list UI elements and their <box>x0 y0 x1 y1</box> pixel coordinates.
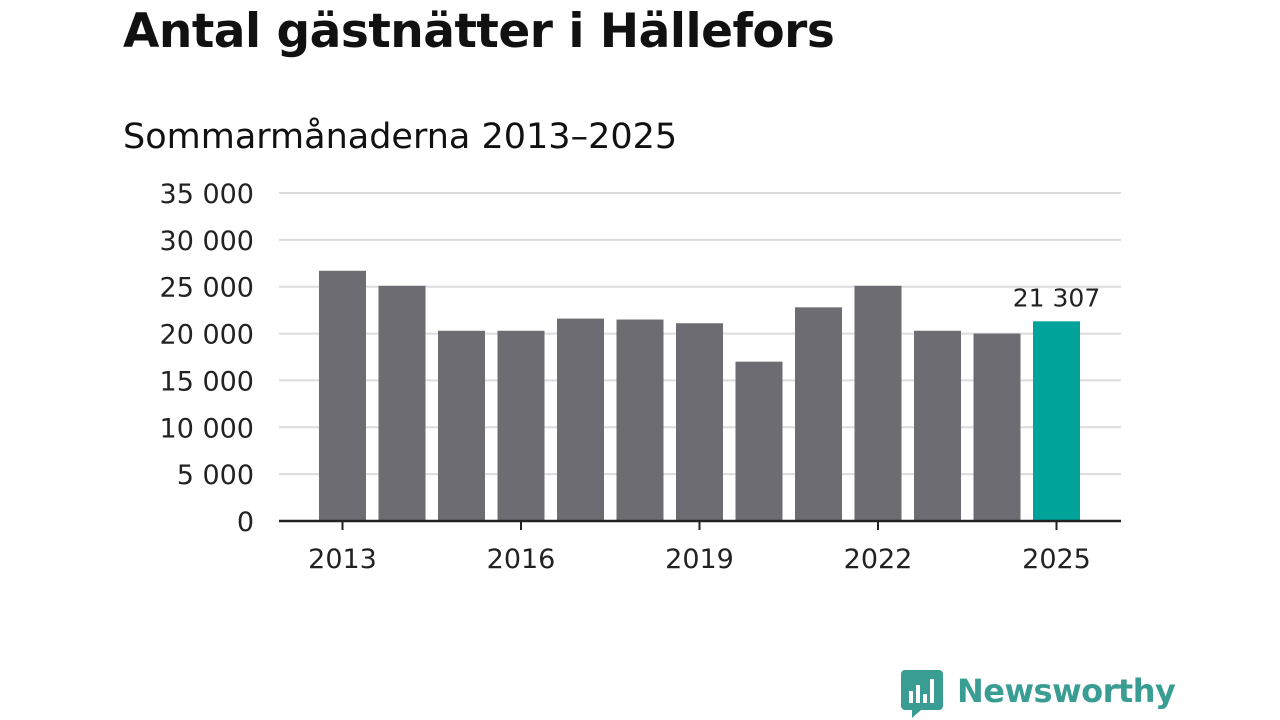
y-tick-label: 0 <box>237 507 254 538</box>
bar <box>854 285 902 521</box>
newsworthy-logo: Newsworthy <box>901 670 1176 720</box>
bar-highlight <box>1033 321 1080 521</box>
y-tick-label: 25 000 <box>160 273 254 304</box>
x-tick-label: 2013 <box>308 544 377 575</box>
bars <box>319 270 1080 521</box>
x-tick-label: 2019 <box>665 544 734 575</box>
bar <box>497 330 545 521</box>
bar <box>557 318 604 521</box>
newsworthy-chat-bars-icon <box>901 670 943 718</box>
bar <box>616 319 664 521</box>
bar <box>914 330 961 521</box>
x-tick-label: 2022 <box>844 544 913 575</box>
y-tick-label: 20 000 <box>160 320 254 351</box>
y-tick-label: 15 000 <box>160 366 254 397</box>
x-axis-ticks: 2013 2016 2019 2022 2025 <box>308 521 1091 575</box>
bar <box>973 333 1021 521</box>
chart-title: Antal gästnätter i Hällefors <box>123 4 835 59</box>
y-tick-label: 30 000 <box>160 226 254 257</box>
bar <box>676 323 723 521</box>
y-tick-label: 35 000 <box>160 179 254 210</box>
y-tick-label: 10 000 <box>160 413 254 444</box>
y-tick-label: 5 000 <box>177 460 254 491</box>
data-label: 21 307 <box>1013 283 1100 312</box>
bar <box>319 270 366 521</box>
bar <box>378 285 426 521</box>
brand-name: Newsworthy <box>957 672 1176 710</box>
data-labels: 21 307 <box>1013 283 1100 312</box>
bar <box>735 361 783 521</box>
bar <box>438 330 485 521</box>
chart-subtitle: Sommarmånaderna 2013–2025 <box>123 117 678 157</box>
bar <box>795 307 842 521</box>
y-axis-ticks: 0 5 000 10 000 15 000 20 000 25 000 30 000 35 0… <box>160 179 254 538</box>
x-tick-label: 2016 <box>487 544 556 575</box>
x-tick-label: 2025 <box>1022 544 1091 575</box>
